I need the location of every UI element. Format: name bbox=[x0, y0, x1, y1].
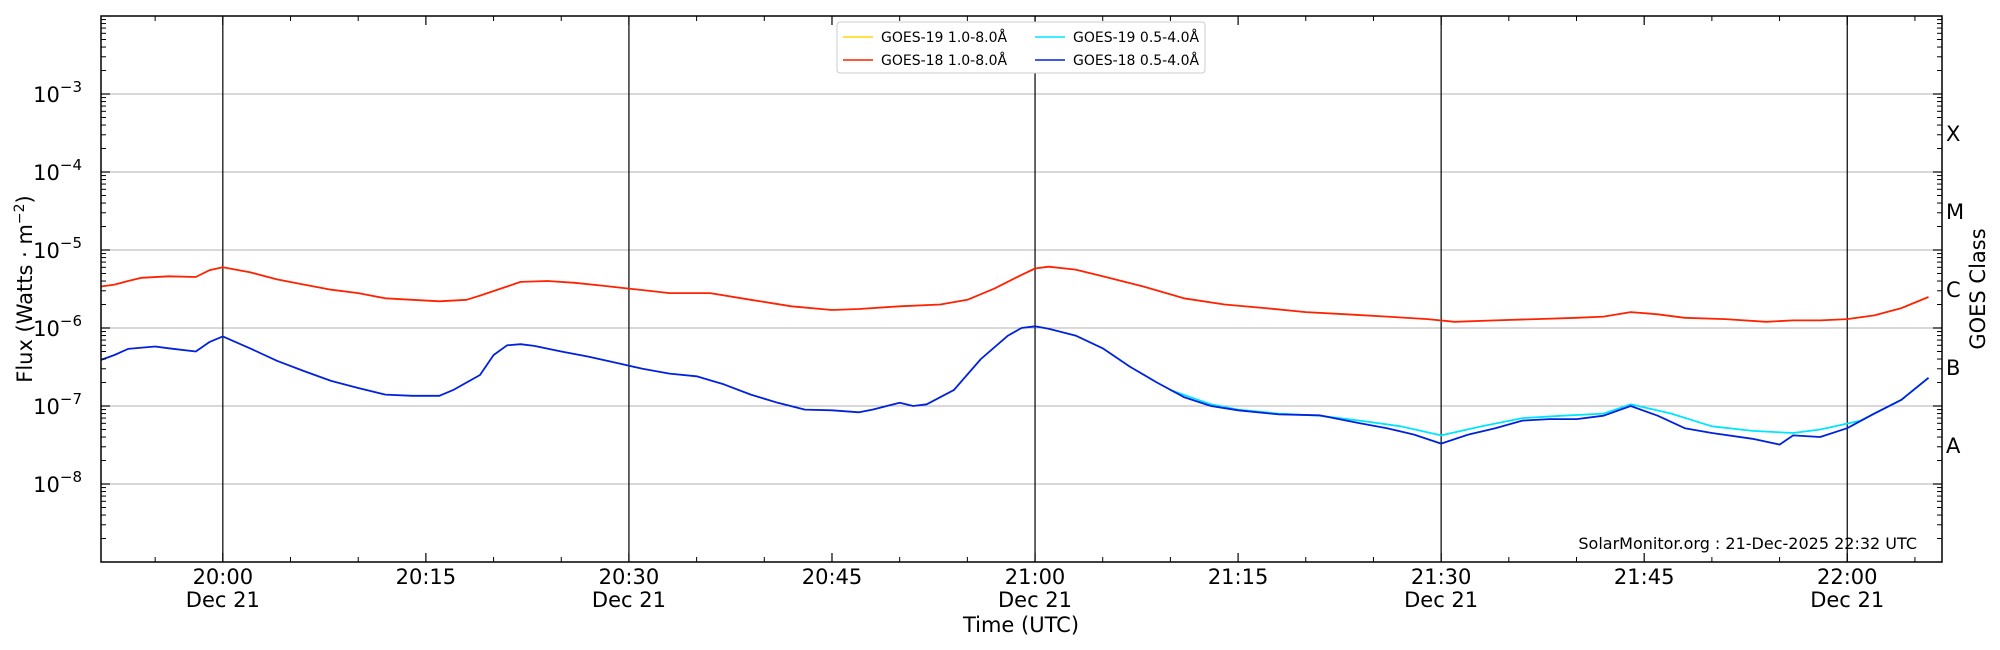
goes-class-labels: A B C M X bbox=[1946, 122, 1964, 458]
series-line bbox=[100, 265, 1929, 323]
goes-class-axis-label: GOES Class bbox=[1966, 228, 1990, 349]
x-tick-time-label: 21:45 bbox=[1614, 565, 1675, 589]
y-tick-label: 10−6 bbox=[33, 312, 82, 341]
legend-box bbox=[836, 21, 1206, 74]
x-tick-time-label: 21:30 bbox=[1411, 565, 1472, 589]
legend-label-goes19-short: GOES-19 0.5-4.0Å bbox=[1073, 29, 1199, 46]
goes-class-label: C bbox=[1946, 278, 1961, 302]
legend-label-goes19-long: GOES-19 1.0-8.0Å bbox=[881, 29, 1007, 46]
legend-label-goes18-long: GOES-18 1.0-8.0Å bbox=[881, 52, 1007, 69]
series-lines bbox=[100, 265, 1930, 446]
goes-class-label: B bbox=[1946, 356, 1960, 380]
day-marker-lines bbox=[222, 16, 1848, 562]
plot-frame bbox=[100, 15, 1943, 563]
x-tick-time-label: 20:15 bbox=[396, 565, 457, 589]
y-tick-label: 10−4 bbox=[33, 156, 82, 185]
y-tick-label: 10−7 bbox=[33, 390, 82, 419]
goes-class-label: A bbox=[1946, 434, 1961, 458]
x-tick-time-label: 22:00 bbox=[1817, 565, 1878, 589]
x-tick-date-label: Dec 21 bbox=[998, 588, 1072, 612]
legend-label-goes18-short: GOES-18 0.5-4.0Å bbox=[1073, 52, 1199, 69]
y-tick-label: 10−8 bbox=[33, 468, 82, 497]
y-tick-label: 10−5 bbox=[33, 234, 82, 263]
x-tick-date-label: Dec 21 bbox=[1404, 588, 1478, 612]
y-axis-label: Flux (Watts · m−2) bbox=[12, 195, 37, 383]
x-tick-time-label: 20:00 bbox=[193, 565, 254, 589]
y-tick-label: 10−3 bbox=[33, 78, 82, 107]
x-axis-label: Time (UTC) bbox=[962, 613, 1079, 637]
series-line bbox=[1170, 377, 1930, 437]
x-tick-time-label: 20:45 bbox=[802, 565, 863, 589]
legend: GOES-19 1.0-8.0Å GOES-18 1.0-8.0Å GOES-1… bbox=[836, 21, 1206, 74]
x-tick-date-label: Dec 21 bbox=[186, 588, 260, 612]
watermark-text: SolarMonitor.org : 21-Dec-2025 22:32 UTC bbox=[1578, 534, 1917, 553]
x-tick-time-label: 20:30 bbox=[599, 565, 660, 589]
series-line bbox=[100, 325, 1930, 446]
x-tick-date-label: Dec 21 bbox=[592, 588, 666, 612]
goes-class-label: X bbox=[1946, 122, 1960, 146]
goes-class-label: M bbox=[1946, 200, 1964, 224]
x-tick-date-label: Dec 21 bbox=[1810, 588, 1884, 612]
y-ticks: 10−8 10−7 10−6 10−5 10−4 10−3 bbox=[33, 19, 1942, 540]
grid-lines bbox=[101, 93, 1942, 485]
x-tick-time-label: 21:00 bbox=[1005, 565, 1066, 589]
x-tick-time-label: 21:15 bbox=[1208, 565, 1269, 589]
